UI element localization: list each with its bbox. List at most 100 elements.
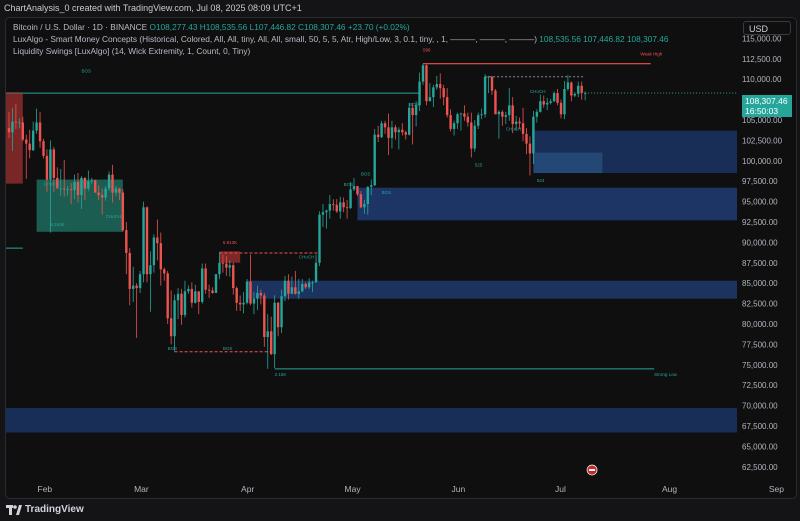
candle bbox=[166, 270, 169, 324]
candle bbox=[521, 107, 525, 142]
y-tick-label: 110,000.00 bbox=[742, 75, 782, 84]
candle-body bbox=[235, 288, 238, 303]
candle-body bbox=[421, 65, 425, 82]
candle-body bbox=[176, 293, 180, 301]
candle bbox=[397, 127, 401, 150]
candle-body bbox=[335, 204, 338, 212]
chart-annotation: BOS bbox=[344, 182, 354, 187]
legend-indicator-1[interactable]: LuxAlgo - Smart Money Concepts (Historic… bbox=[13, 34, 668, 44]
candle bbox=[352, 177, 356, 191]
candle-body bbox=[138, 274, 142, 289]
candle-body bbox=[297, 291, 300, 294]
legend-indicator-2[interactable]: Liquidity Swings [LuxAlgo] (14, Wick Ext… bbox=[13, 46, 250, 56]
candle-body bbox=[87, 181, 90, 189]
candle-body bbox=[73, 182, 76, 191]
candle bbox=[442, 84, 445, 106]
chart-panel[interactable]: BOS CHoCH CHoCH 8,163K 5.813K BOS BOS 2.15K Stro… bbox=[5, 17, 797, 499]
candle-body bbox=[504, 115, 507, 117]
candle-body bbox=[570, 82, 573, 96]
candle bbox=[90, 177, 93, 184]
candle-body bbox=[194, 291, 197, 303]
candle-body bbox=[56, 177, 59, 189]
candle-body bbox=[132, 285, 135, 289]
candle-body bbox=[490, 76, 494, 91]
indicator-2-label: Liquidity Swings [LuxAlgo] (14, Wick Ext… bbox=[13, 46, 251, 56]
candle-body bbox=[546, 102, 549, 105]
y-tick-label: 115,000.00 bbox=[742, 34, 782, 43]
candle bbox=[373, 128, 376, 187]
y-tick-label: 65,000.00 bbox=[742, 442, 778, 451]
candle bbox=[549, 98, 552, 105]
candle bbox=[283, 275, 287, 302]
candle-body bbox=[238, 302, 242, 305]
candle bbox=[149, 251, 152, 312]
indicator-1-values: 108,535.56 107,446.82 108,307.46 bbox=[539, 34, 669, 44]
candle bbox=[525, 128, 528, 155]
chart-annotation: CHoCH bbox=[106, 214, 122, 219]
y-tick-label: 70,000.00 bbox=[742, 402, 778, 411]
candle bbox=[100, 188, 104, 215]
candle-body bbox=[528, 143, 532, 154]
candle-body bbox=[45, 155, 49, 180]
candle bbox=[97, 185, 100, 200]
candle-body bbox=[66, 189, 69, 191]
y-tick-label: 85,000.00 bbox=[742, 279, 778, 288]
candle-body bbox=[432, 87, 435, 98]
demand-zone-68k bbox=[6, 408, 738, 433]
candle-body bbox=[204, 268, 207, 290]
candle bbox=[445, 88, 449, 118]
candle-body bbox=[477, 115, 480, 126]
candle bbox=[252, 292, 256, 315]
candle-body bbox=[483, 76, 487, 115]
candle-body bbox=[280, 296, 283, 328]
candle bbox=[294, 270, 297, 295]
demand-zone-95k bbox=[357, 187, 737, 221]
candle bbox=[511, 97, 514, 134]
footer bbox=[0, 500, 800, 521]
candle bbox=[314, 254, 318, 283]
tradingview-logo-icon bbox=[6, 505, 22, 515]
candle-body bbox=[518, 121, 521, 124]
chart-annotation: CHoCH bbox=[44, 181, 60, 186]
candle-body bbox=[380, 123, 383, 138]
candle bbox=[414, 101, 418, 127]
candle bbox=[325, 209, 328, 229]
candle bbox=[128, 248, 131, 306]
candle bbox=[159, 232, 162, 286]
candle-body bbox=[445, 97, 449, 116]
candle-body bbox=[207, 289, 211, 291]
chart-annotation: 8,163K bbox=[50, 222, 64, 227]
candle-body bbox=[69, 189, 73, 191]
candle bbox=[201, 263, 204, 304]
candle bbox=[528, 136, 532, 176]
candle bbox=[497, 110, 501, 139]
price-chart[interactable]: BOS CHoCH CHoCH 8,163K 5.813K BOS BOS 2.15K Stro… bbox=[6, 18, 796, 498]
candle-body bbox=[508, 105, 511, 116]
currency-selector[interactable]: USD bbox=[743, 21, 791, 35]
demand-zone-inner bbox=[533, 152, 603, 174]
structure-lines bbox=[6, 63, 737, 370]
candle bbox=[390, 120, 394, 149]
candle bbox=[163, 267, 166, 281]
candle-body bbox=[266, 331, 269, 338]
candle bbox=[583, 91, 587, 101]
candle bbox=[194, 284, 197, 304]
candle-body bbox=[59, 188, 62, 190]
candle bbox=[190, 282, 194, 308]
candle-body bbox=[435, 84, 438, 88]
y-tick-label: 95,000.00 bbox=[742, 198, 778, 207]
candle-body bbox=[90, 180, 93, 182]
candle-body bbox=[228, 265, 231, 268]
candle bbox=[287, 274, 290, 300]
candle-body bbox=[473, 125, 476, 149]
candle bbox=[114, 186, 118, 196]
candle bbox=[156, 219, 159, 261]
candle bbox=[556, 88, 559, 106]
candle bbox=[401, 123, 404, 136]
candle-body bbox=[387, 127, 390, 138]
candle bbox=[80, 176, 83, 209]
candle bbox=[276, 301, 280, 337]
candle-body bbox=[408, 107, 411, 135]
candle bbox=[218, 252, 221, 280]
chart-annotation: Weak High bbox=[640, 52, 662, 57]
